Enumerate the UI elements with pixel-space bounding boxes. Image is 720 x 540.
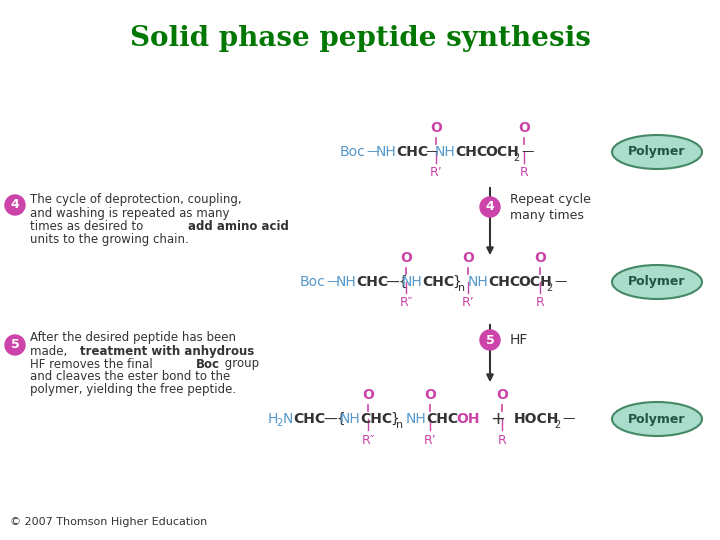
- Text: 4: 4: [11, 199, 19, 212]
- Text: CHC: CHC: [422, 275, 454, 289]
- Text: Solid phase peptide synthesis: Solid phase peptide synthesis: [130, 24, 590, 51]
- Ellipse shape: [612, 135, 702, 169]
- Text: OCH: OCH: [518, 275, 552, 289]
- Text: 2: 2: [276, 418, 282, 428]
- Text: O: O: [534, 251, 546, 265]
- Text: Polymer: Polymer: [629, 145, 685, 159]
- Text: R: R: [498, 434, 506, 447]
- Text: —{: —{: [385, 275, 408, 289]
- Ellipse shape: [612, 265, 702, 299]
- Ellipse shape: [612, 402, 702, 436]
- Circle shape: [480, 330, 500, 350]
- Text: times as desired to: times as desired to: [30, 219, 147, 233]
- Text: R″: R″: [361, 434, 374, 447]
- Text: O: O: [462, 251, 474, 265]
- Text: HF removes the final: HF removes the final: [30, 357, 156, 370]
- Text: R’: R’: [423, 434, 436, 447]
- Text: CHC: CHC: [356, 275, 388, 289]
- Text: CHC: CHC: [360, 412, 392, 426]
- Text: —: —: [554, 275, 567, 288]
- Text: —: —: [562, 413, 575, 426]
- Text: polymer, yielding the free peptide.: polymer, yielding the free peptide.: [30, 383, 236, 396]
- Text: NH: NH: [406, 412, 427, 426]
- Text: O: O: [496, 388, 508, 402]
- Text: —: —: [425, 145, 438, 159]
- Text: Repeat cycle: Repeat cycle: [510, 193, 591, 206]
- Text: —: —: [521, 145, 534, 159]
- Text: NH: NH: [402, 275, 423, 289]
- Text: CHC: CHC: [488, 275, 520, 289]
- Text: CHC: CHC: [396, 145, 428, 159]
- Text: N: N: [283, 412, 293, 426]
- Text: 5: 5: [485, 334, 495, 347]
- Text: The cycle of deprotection, coupling,: The cycle of deprotection, coupling,: [30, 193, 242, 206]
- Text: Boc: Boc: [196, 357, 220, 370]
- Text: OCH: OCH: [485, 145, 518, 159]
- Text: n: n: [458, 283, 465, 293]
- Text: © 2007 Thomson Higher Education: © 2007 Thomson Higher Education: [10, 517, 207, 527]
- Text: R: R: [520, 166, 528, 179]
- Text: NH: NH: [336, 275, 356, 289]
- Text: Polymer: Polymer: [629, 275, 685, 288]
- Circle shape: [5, 335, 25, 355]
- Text: R: R: [536, 296, 544, 309]
- Text: R’: R’: [430, 166, 442, 179]
- Text: Polymer: Polymer: [629, 413, 685, 426]
- Text: NH: NH: [435, 145, 456, 159]
- Text: treatment with anhydrous: treatment with anhydrous: [80, 345, 254, 357]
- Text: }: }: [452, 275, 461, 289]
- Text: }: }: [390, 412, 399, 426]
- Text: and washing is repeated as many: and washing is repeated as many: [30, 206, 230, 219]
- Text: and cleaves the ester bond to the: and cleaves the ester bond to the: [30, 370, 230, 383]
- Text: group: group: [221, 357, 259, 370]
- Text: 2: 2: [513, 153, 519, 163]
- Text: CHC: CHC: [426, 412, 458, 426]
- Circle shape: [5, 195, 25, 215]
- Text: O: O: [430, 121, 442, 135]
- Text: OH: OH: [456, 412, 480, 426]
- Text: R’: R’: [462, 296, 474, 309]
- Text: made,: made,: [30, 345, 71, 357]
- Text: units to the growing chain.: units to the growing chain.: [30, 233, 189, 246]
- Text: CHC: CHC: [293, 412, 325, 426]
- Text: NH: NH: [468, 275, 489, 289]
- Text: +: +: [490, 410, 505, 428]
- Text: n: n: [396, 420, 403, 430]
- Text: After the desired peptide has been: After the desired peptide has been: [30, 332, 236, 345]
- Text: Boc: Boc: [300, 275, 325, 289]
- Text: CHC: CHC: [455, 145, 487, 159]
- Text: add amino acid: add amino acid: [188, 219, 289, 233]
- Text: NH: NH: [340, 412, 361, 426]
- Text: H: H: [268, 412, 279, 426]
- Text: HOCH: HOCH: [514, 412, 559, 426]
- Text: HF: HF: [510, 333, 528, 347]
- Text: —{: —{: [323, 412, 346, 426]
- Text: 4: 4: [485, 200, 495, 213]
- Text: O: O: [424, 388, 436, 402]
- Text: many times: many times: [510, 208, 584, 221]
- Text: —: —: [366, 145, 379, 159]
- Text: —: —: [326, 275, 338, 288]
- Text: R″: R″: [400, 296, 413, 309]
- Text: O: O: [400, 251, 412, 265]
- Text: O: O: [362, 388, 374, 402]
- Text: 5: 5: [11, 339, 19, 352]
- Text: 2: 2: [546, 283, 552, 293]
- Text: Boc: Boc: [340, 145, 366, 159]
- Circle shape: [480, 197, 500, 217]
- Text: O: O: [518, 121, 530, 135]
- Text: NH: NH: [376, 145, 397, 159]
- Text: 2: 2: [554, 420, 560, 430]
